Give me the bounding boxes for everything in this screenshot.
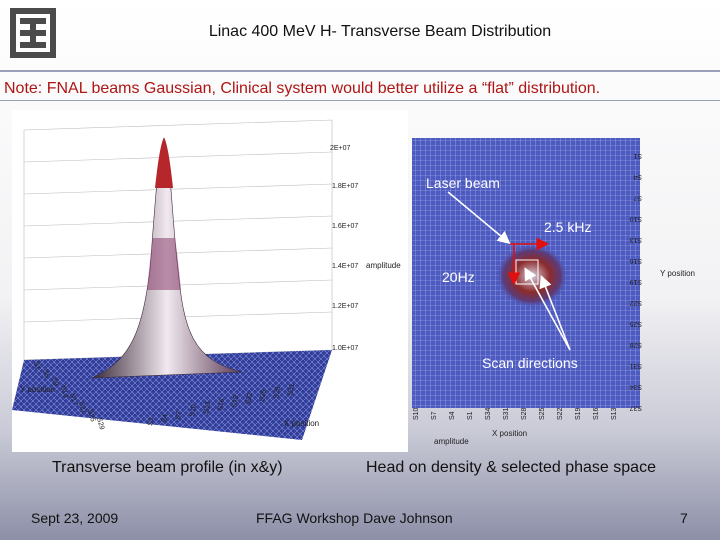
z-tick: 2E+07: [330, 145, 351, 152]
tick-label: S13: [203, 401, 212, 415]
z-tick: 1.4E+07: [332, 263, 358, 270]
tick-label: S7: [633, 194, 642, 201]
tick-label: S4: [161, 414, 169, 424]
tick-label: S25: [539, 407, 546, 420]
tick-label: S22: [245, 392, 254, 406]
amplitude-axis-label: amplitude: [366, 261, 401, 270]
tick-label: S10: [413, 407, 420, 420]
tick-label: S34: [485, 407, 492, 420]
note-rule: [0, 100, 720, 101]
laser-beam-label: Laser beam: [426, 175, 500, 191]
tick-label: S19: [575, 407, 582, 420]
z-tick: 1.6E+07: [332, 223, 358, 230]
x-position-axis-label: X position: [492, 429, 527, 438]
tick-label: S13: [59, 385, 69, 399]
slide-title: Linac 400 MeV H- Transverse Beam Distrib…: [208, 23, 552, 40]
tick-label: S25: [259, 389, 268, 403]
tick-label: S16: [217, 398, 226, 412]
tick-label: S31: [503, 407, 510, 420]
tick-label: S1: [467, 411, 474, 420]
tick-label: S28: [273, 386, 282, 400]
plot-floor: [12, 350, 332, 440]
y-position-axis-label: Y position: [660, 269, 695, 278]
footer-page-number: 7: [680, 510, 688, 526]
density-map-plot: Laser beam 2.5 kHz 20Hz Scan directions …: [410, 110, 720, 452]
tick-label: S4: [449, 411, 456, 420]
peak-mid-band: [147, 238, 181, 290]
freq-x-label: 2.5 kHz: [544, 219, 591, 235]
tick-label: S13: [629, 236, 642, 243]
selected-phase-space-box: [515, 259, 539, 285]
tick-label: S22: [557, 407, 564, 420]
x-position-axis-label: X position: [284, 419, 319, 428]
tick-label: S13: [611, 407, 618, 420]
freq-y-label: 20Hz: [442, 269, 475, 285]
tick-label: S16: [593, 407, 600, 420]
back-grid: [23, 119, 333, 361]
z-tick: 1.2E+07: [332, 303, 358, 310]
tick-label: S31: [287, 383, 296, 397]
tick-label: S9: [50, 377, 59, 387]
tick-label: S19: [231, 395, 240, 409]
tick-label: S5: [41, 369, 50, 379]
tick-label: S37: [629, 404, 642, 411]
tick-label: S19: [629, 278, 642, 285]
tick-label: S28: [629, 341, 642, 348]
title-rule: [0, 70, 720, 72]
right-caption: Head on density & selected phase space: [366, 459, 656, 476]
note-text: Note: FNAL beams Gaussian, Clinical syst…: [4, 80, 601, 97]
fermilab-logo-icon: [8, 4, 58, 62]
tick-label: S1: [147, 417, 155, 427]
footer-event: FFAG Workshop Dave Johnson: [256, 510, 453, 526]
tick-label: S10: [189, 404, 198, 418]
beam-profile-3d-plot: 2E+07 1.8E+07 1.6E+07 1.4E+07 1.2E+07 1.…: [12, 110, 408, 452]
z-tick: 1.8E+07: [332, 183, 358, 190]
left-caption: Transverse beam profile (in x&y): [52, 459, 283, 476]
tick-label: S25: [86, 409, 96, 423]
tick-label: S1: [633, 152, 642, 159]
tick-label: S4: [633, 173, 642, 180]
tick-label: S22: [629, 299, 642, 306]
scan-directions-label: Scan directions: [482, 355, 578, 371]
tick-label: S7: [175, 411, 183, 421]
tick-label: S1: [32, 361, 41, 371]
tick-label: S10: [629, 215, 642, 222]
tick-label: S25: [629, 320, 642, 327]
scan-arrows: [507, 237, 550, 286]
tick-label: S7: [431, 411, 438, 420]
amplitude-axis-label: amplitude: [434, 437, 469, 446]
footer-date: Sept 23, 2009: [31, 510, 119, 526]
tick-label: S21: [77, 401, 87, 415]
pointer-lines: [447, 191, 571, 351]
tick-label: S29: [95, 417, 105, 431]
beam-spot: [496, 244, 568, 308]
tick-label: S17: [68, 393, 78, 407]
tick-label: S28: [521, 407, 528, 420]
tick-label: S31: [629, 362, 642, 369]
peak-top-band: [155, 138, 173, 188]
z-tick: 1.0E+07: [332, 345, 358, 352]
tick-label: S34: [629, 383, 642, 390]
y-position-axis-label: Y position: [20, 385, 55, 394]
tick-label: S16: [629, 257, 642, 264]
